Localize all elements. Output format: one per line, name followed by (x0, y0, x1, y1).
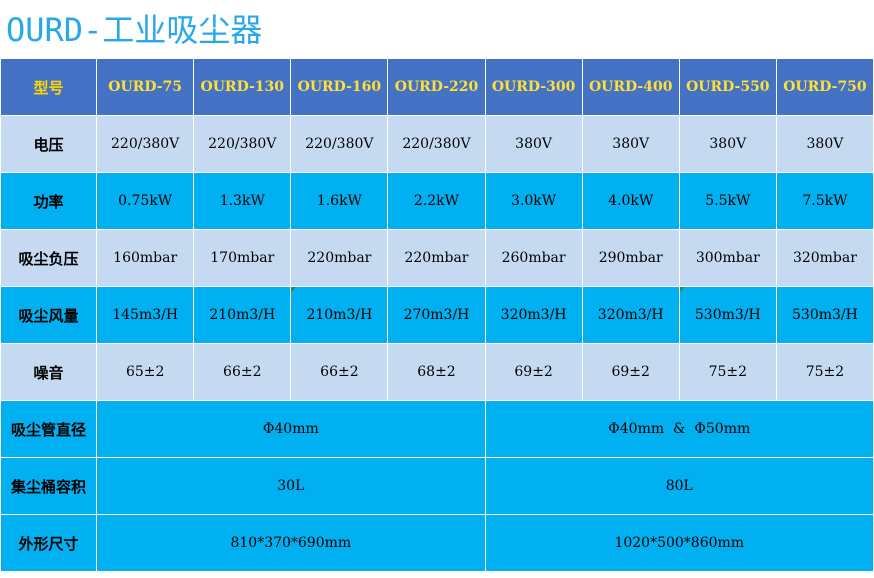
power-cell: 3.0kW (484, 172, 583, 230)
vacuum-cell: 290mbar (581, 229, 680, 287)
row-label-airflow: 吸尘风量 (0, 286, 98, 344)
airflow-cell: 270m3/H (387, 286, 486, 344)
noise-cell: 65±2 (96, 343, 195, 401)
vacuum-cell: 320mbar (775, 229, 874, 287)
airflow-cell: 320m3/H (484, 286, 583, 344)
row-label-hose: 吸尘管直径 (0, 400, 98, 458)
bucket-cell-small: 30L (96, 457, 486, 515)
header-model: OURD-550 (678, 58, 777, 116)
error-indicator-icon (680, 287, 685, 292)
noise-cell: 75±2 (678, 343, 777, 401)
size-cell-small: 810*370*690mm (96, 514, 486, 572)
row-label-power: 功率 (0, 172, 98, 230)
airflow-cell: 210m3/H (193, 286, 292, 344)
vacuum-cell: 220mbar (387, 229, 486, 287)
airflow-cell-text: 530m3/H (694, 307, 761, 323)
power-cell: 4.0kW (581, 172, 680, 230)
header-model: OURD-160 (290, 58, 389, 116)
header-model: OURD-75 (96, 58, 195, 116)
vacuum-cell: 220mbar (290, 229, 389, 287)
header-model: OURD-750 (775, 58, 874, 116)
row-label-noise: 噪音 (0, 343, 98, 401)
vacuum-cell: 300mbar (678, 229, 777, 287)
power-cell: 0.75kW (96, 172, 195, 230)
voltage-cell: 220/380V (96, 115, 195, 173)
voltage-cell: 220/380V (387, 115, 486, 173)
header-model: OURD-220 (387, 58, 486, 116)
power-cell: 1.3kW (193, 172, 292, 230)
power-cell: 7.5kW (775, 172, 874, 230)
header-label: 型号 (0, 58, 98, 116)
power-cell: 2.2kW (387, 172, 486, 230)
airflow-cell: 530m3/H (678, 286, 777, 344)
voltage-row: 电压 220/380V 220/380V 220/380V 220/380V 3… (0, 115, 874, 173)
header-row: 型号 OURD-75 OURD-130 OURD-160 OURD-220 OU… (0, 58, 874, 116)
row-label-size: 外形尺寸 (0, 514, 98, 572)
power-cell: 5.5kW (678, 172, 777, 230)
row-label-bucket: 集尘桶容积 (0, 457, 98, 515)
page-title: OURD-工业吸尘器 (6, 11, 263, 49)
hose-cell-large: Φ40mm & Φ50mm (484, 400, 874, 458)
header-model: OURD-130 (193, 58, 292, 116)
noise-cell: 66±2 (193, 343, 292, 401)
vacuum-cell: 260mbar (484, 229, 583, 287)
voltage-cell: 380V (678, 115, 777, 173)
airflow-row: 吸尘风量 145m3/H 210m3/H 210m3/H 270m3/H 320… (0, 286, 874, 344)
noise-cell: 69±2 (581, 343, 680, 401)
voltage-cell: 220/380V (290, 115, 389, 173)
noise-cell: 66±2 (290, 343, 389, 401)
airflow-cell-text: 210m3/H (306, 307, 373, 323)
hose-row: 吸尘管直径 Φ40mm Φ40mm & Φ50mm (0, 400, 874, 458)
header-model: OURD-400 (581, 58, 680, 116)
noise-cell: 68±2 (387, 343, 486, 401)
voltage-cell: 220/380V (193, 115, 292, 173)
power-cell: 1.6kW (290, 172, 389, 230)
noise-row: 噪音 65±2 66±2 66±2 68±2 69±2 69±2 75±2 75… (0, 343, 874, 401)
voltage-cell: 380V (484, 115, 583, 173)
airflow-cell: 145m3/H (96, 286, 195, 344)
size-row: 外形尺寸 810*370*690mm 1020*500*860mm (0, 514, 874, 572)
power-row: 功率 0.75kW 1.3kW 1.6kW 2.2kW 3.0kW 4.0kW … (0, 172, 874, 230)
vacuum-cell: 170mbar (193, 229, 292, 287)
header-model: OURD-300 (484, 58, 583, 116)
bucket-cell-large: 80L (484, 457, 874, 515)
hose-cell-small: Φ40mm (96, 400, 486, 458)
error-indicator-icon (291, 287, 297, 292)
airflow-cell: 320m3/H (581, 286, 680, 344)
noise-cell: 75±2 (775, 343, 874, 401)
voltage-cell: 380V (775, 115, 874, 173)
row-label-voltage: 电压 (0, 115, 98, 173)
bucket-row: 集尘桶容积 30L 80L (0, 457, 874, 515)
airflow-cell: 210m3/H (290, 286, 389, 344)
spec-table: 型号 OURD-75 OURD-130 OURD-160 OURD-220 OU… (0, 58, 874, 572)
airflow-cell: 530m3/H (775, 286, 874, 344)
row-label-vacuum: 吸尘负压 (0, 229, 98, 287)
size-cell-large: 1020*500*860mm (484, 514, 874, 572)
vacuum-cell: 160mbar (96, 229, 195, 287)
noise-cell: 69±2 (484, 343, 583, 401)
voltage-cell: 380V (581, 115, 680, 173)
vacuum-row: 吸尘负压 160mbar 170mbar 220mbar 220mbar 260… (0, 229, 874, 287)
